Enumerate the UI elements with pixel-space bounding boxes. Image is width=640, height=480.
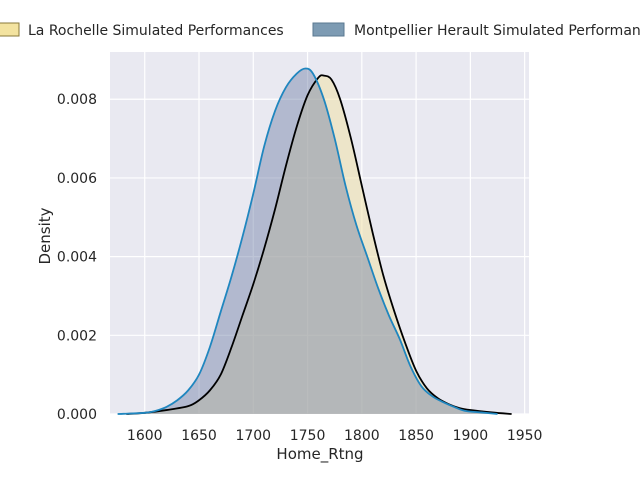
- x-tick-label: 1650: [181, 428, 217, 444]
- y-tick-label: 0.008: [57, 92, 97, 108]
- y-axis-title: Density: [36, 207, 54, 264]
- tick-labels: 1600 1650 1700 1750 1800 1850 1900 1950 0.000 0.0…: [57, 92, 543, 444]
- y-tick-label: 0.002: [57, 328, 97, 344]
- x-tick-label: 1600: [127, 428, 163, 444]
- y-tick-label: 0.006: [57, 171, 97, 187]
- x-tick-label: 1900: [453, 428, 489, 444]
- x-tick-label: 1700: [235, 428, 271, 444]
- series-areas: [117, 67, 512, 415]
- density-area-la-rochelle: [126, 75, 512, 414]
- y-tick-label: 0.004: [57, 250, 97, 266]
- legend-label-montpellier: Montpellier Herault Simulated Performanc…: [354, 23, 640, 39]
- y-tick-label: 0.000: [57, 407, 97, 423]
- density-line-la-rochelle: [126, 74, 512, 415]
- x-axis-title: Home_Rtng: [276, 445, 363, 464]
- legend-label-la-rochelle: La Rochelle Simulated Performances: [28, 23, 284, 39]
- legend-swatch-la-rochelle: [0, 22, 20, 37]
- x-tick-label: 1750: [290, 428, 326, 444]
- density-line-montpellier: [117, 67, 498, 415]
- x-tick-label: 1850: [398, 428, 434, 444]
- legend: La Rochelle Simulated Performances Montp…: [0, 22, 640, 39]
- density-area-montpellier: [117, 68, 498, 414]
- legend-swatch-montpellier: [312, 22, 345, 37]
- x-tick-label: 1800: [344, 428, 380, 444]
- x-tick-label: 1950: [507, 428, 543, 444]
